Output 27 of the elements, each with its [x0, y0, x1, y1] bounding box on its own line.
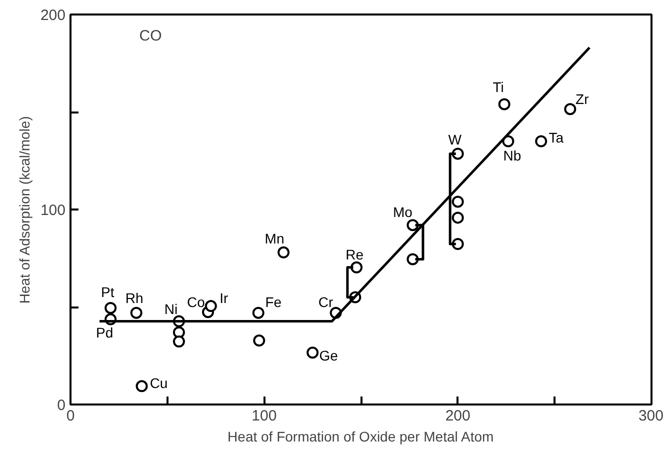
annotation: Pt	[100, 284, 114, 300]
y-tick-label: 0	[57, 397, 66, 414]
annotation: Rh	[125, 290, 144, 306]
annotation: Ge	[319, 348, 338, 364]
annotation: W	[448, 132, 462, 148]
x-tick-label: 300	[638, 408, 663, 424]
y-axis-title: Heat of Adsorption (kcal/mole)	[16, 116, 32, 304]
x-axis-title: Heat of Formation of Oxide per Metal Atom	[228, 428, 494, 444]
annotation: Ta	[548, 129, 564, 146]
annotation: Re	[346, 246, 364, 262]
annotation: Nb	[503, 147, 522, 164]
x-tick-label: 200	[445, 408, 470, 424]
annotation: CO	[139, 28, 162, 44]
annotation: Mo	[392, 204, 413, 220]
y-tick-label: 200	[40, 7, 66, 24]
annotation: Co	[187, 294, 206, 310]
annotation: Mn	[264, 230, 284, 246]
annotation: Fe	[265, 294, 282, 310]
annotation: Ni	[164, 301, 178, 318]
annotation: Ti	[492, 79, 504, 96]
annotation: Zr	[576, 91, 590, 108]
annotation: Cr	[318, 294, 334, 310]
annotation: Ir	[220, 290, 229, 306]
x-tick-label: 100	[252, 408, 277, 424]
annotation: Pd	[96, 324, 114, 340]
annotation: Cu	[150, 375, 168, 392]
y-tick-label: 100	[40, 202, 66, 219]
